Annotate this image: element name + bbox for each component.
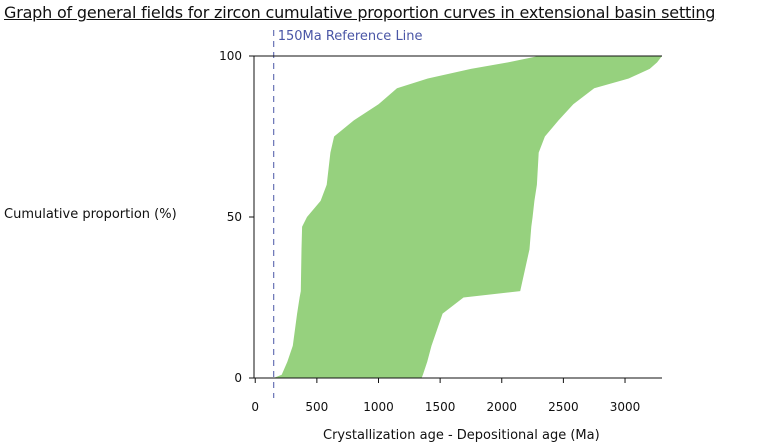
x-axis-label: Crystallization age - Depositional age (… (323, 428, 600, 443)
y-tick-label: 0 (234, 371, 242, 385)
x-tick-label: 1000 (363, 400, 394, 414)
y-tick-label: 100 (219, 49, 242, 63)
cumulative-proportion-field (273, 56, 662, 378)
x-tick-label: 500 (305, 400, 328, 414)
x-tick-label: 3000 (610, 400, 641, 414)
x-tick-label: 0 (251, 400, 259, 414)
chart-title: Graph of general fields for zircon cumul… (4, 3, 716, 22)
x-tick-label: 2500 (548, 400, 579, 414)
x-tick-label: 1500 (425, 400, 456, 414)
reference-line-label: 150Ma Reference Line (278, 29, 423, 44)
x-tick-label: 2000 (486, 400, 517, 414)
x-axis-ticks: 0 500 1000 1500 2000 2500 3000 (251, 378, 640, 414)
y-axis-label: Cumulative proportion (%) (4, 207, 177, 222)
y-axis-ticks: 0 50 100 (219, 49, 254, 385)
y-tick-label: 50 (227, 210, 242, 224)
